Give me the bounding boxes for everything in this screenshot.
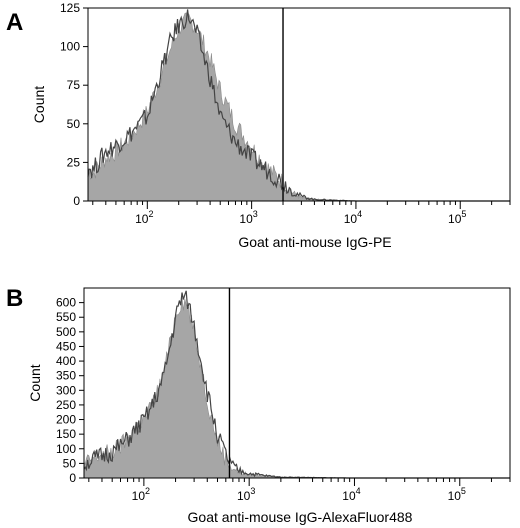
x-tick-label: 103 xyxy=(237,486,255,503)
y-tick-label: 300 xyxy=(56,383,76,397)
y-axis-title: Count xyxy=(31,86,47,123)
x-tick-base: 10 xyxy=(448,212,462,226)
y-tick-label: 125 xyxy=(60,1,80,15)
x-tick-exponent: 4 xyxy=(357,209,362,219)
x-tick-base: 10 xyxy=(344,212,358,226)
y-tick-label: 50 xyxy=(67,117,81,131)
x-tick-base: 10 xyxy=(132,489,146,503)
x-tick-label: 102 xyxy=(135,209,153,226)
x-tick-label: 102 xyxy=(132,486,150,503)
panel-label: A xyxy=(6,9,23,36)
y-tick-label: 600 xyxy=(56,296,76,310)
plot-frame xyxy=(87,7,511,202)
x-tick-label: 105 xyxy=(448,209,466,226)
y-tick-label: 400 xyxy=(56,354,76,368)
y-tick-label: 50 xyxy=(63,456,77,470)
x-tick-label: 104 xyxy=(344,209,362,226)
y-tick-label: 25 xyxy=(67,155,81,169)
y-tick-label: 350 xyxy=(56,369,76,383)
y-axis-title: Count xyxy=(27,364,43,401)
chart-panel-b: B050100150200250300350400450500550600102… xyxy=(6,285,511,525)
x-tick-exponent: 5 xyxy=(461,209,466,219)
x-tick-exponent: 3 xyxy=(250,486,255,496)
y-tick-label: 250 xyxy=(56,398,76,412)
x-tick-exponent: 5 xyxy=(461,486,466,496)
y-tick-label: 200 xyxy=(56,413,76,427)
y-tick-label: 450 xyxy=(56,339,76,353)
y-tick-label: 550 xyxy=(56,310,76,324)
x-tick-exponent: 2 xyxy=(148,209,153,219)
x-tick-exponent: 2 xyxy=(145,486,150,496)
x-axis-title: Goat anti-mouse IgG-PE xyxy=(238,234,391,250)
y-tick-label: 150 xyxy=(56,427,76,441)
panel-label: B xyxy=(6,285,23,312)
histogram-filled xyxy=(87,12,510,202)
y-tick-label: 0 xyxy=(73,194,80,208)
x-tick-base: 10 xyxy=(237,489,251,503)
y-tick-label: 500 xyxy=(56,325,76,339)
x-tick-label: 105 xyxy=(448,486,466,503)
x-axis-title: Goat anti-mouse IgG-AlexaFluor488 xyxy=(188,509,413,525)
y-tick-label: 75 xyxy=(67,78,81,92)
x-tick-base: 10 xyxy=(239,212,253,226)
y-tick-label: 0 xyxy=(69,471,76,485)
x-tick-label: 103 xyxy=(239,209,257,226)
x-tick-base: 10 xyxy=(448,489,462,503)
y-tick-label: 100 xyxy=(56,442,76,456)
x-tick-label: 104 xyxy=(342,486,360,503)
y-tick-label: 100 xyxy=(60,40,80,54)
histogram-filled xyxy=(83,297,510,479)
x-tick-base: 10 xyxy=(135,212,149,226)
x-tick-base: 10 xyxy=(342,489,356,503)
plot-frame xyxy=(83,287,511,479)
x-tick-exponent: 3 xyxy=(253,209,258,219)
x-tick-exponent: 4 xyxy=(356,486,361,496)
